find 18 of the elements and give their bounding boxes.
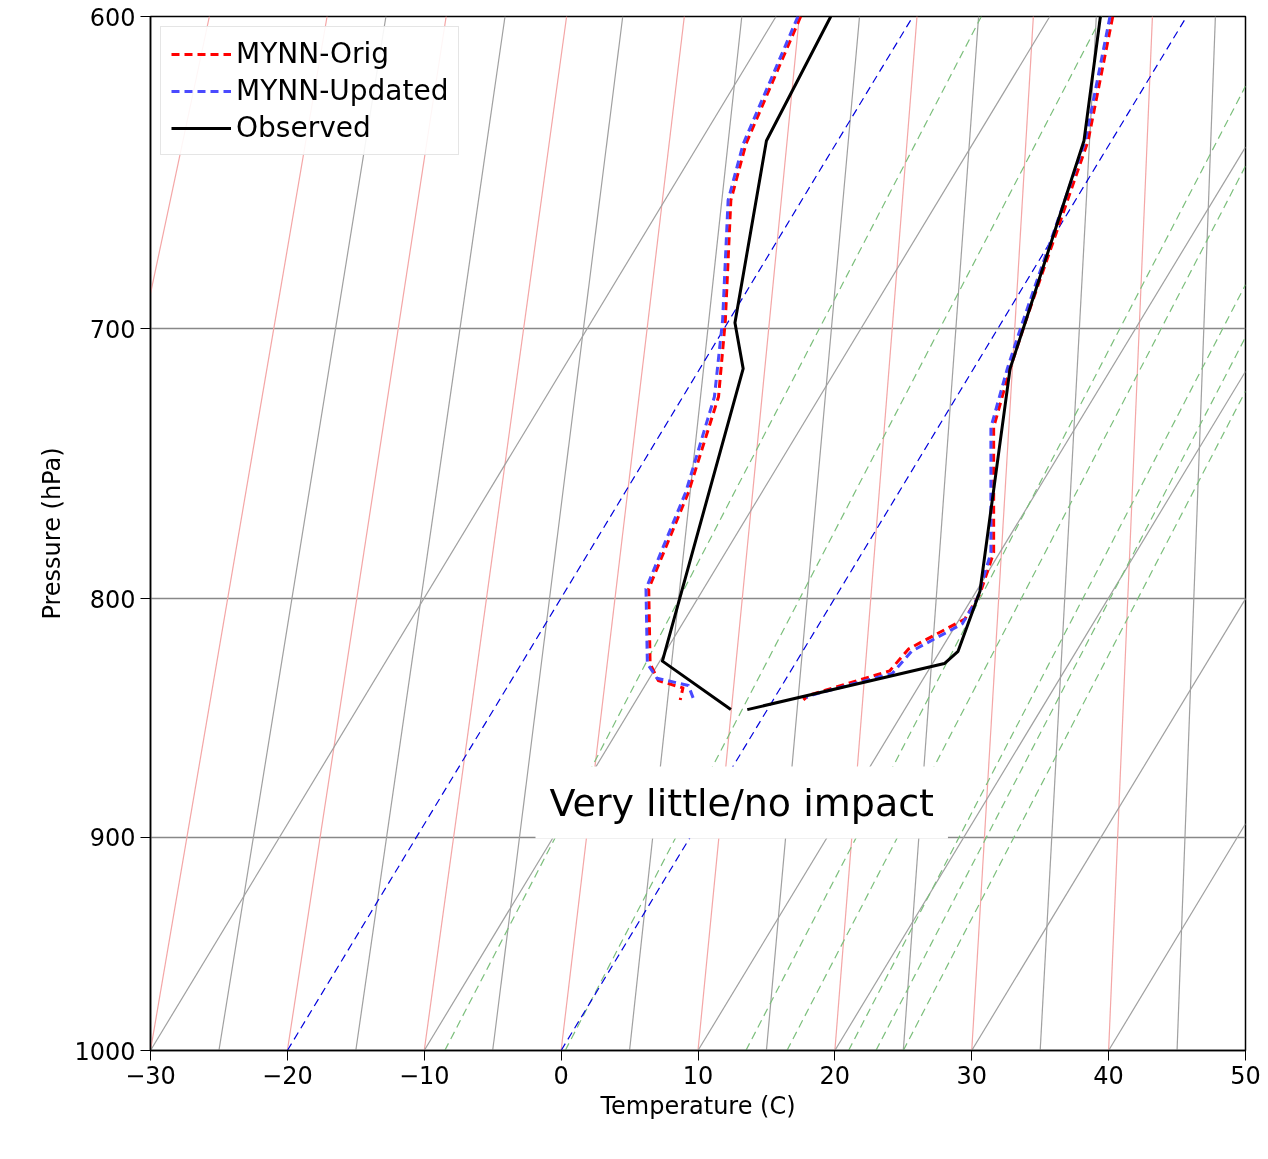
annotation: Very little/no impact xyxy=(549,780,934,825)
y-tick-label: 800 xyxy=(89,585,136,614)
x-tick-label: −10 xyxy=(398,1061,450,1090)
y-tick-label: 700 xyxy=(89,315,136,344)
x-tick-label: 30 xyxy=(956,1061,988,1090)
x-tick-label: 0 xyxy=(553,1061,569,1090)
y-tick-label: 600 xyxy=(89,3,136,32)
y-tick-label: 900 xyxy=(89,824,136,853)
x-tick-label: −20 xyxy=(262,1061,313,1090)
legend-label: MYNN-Updated xyxy=(236,74,449,107)
x-tick-label: 50 xyxy=(1230,1061,1261,1090)
x-tick-label: 40 xyxy=(1093,1061,1124,1090)
legend-label: MYNN-Orig xyxy=(236,37,390,70)
x-tick-label: 10 xyxy=(682,1061,714,1090)
x-axis-title: Temperature (C) xyxy=(599,1091,796,1120)
y-axis-title: Pressure (hPa) xyxy=(38,447,67,620)
legend-label: Observed xyxy=(236,111,371,144)
x-tick-label: 20 xyxy=(819,1061,851,1090)
